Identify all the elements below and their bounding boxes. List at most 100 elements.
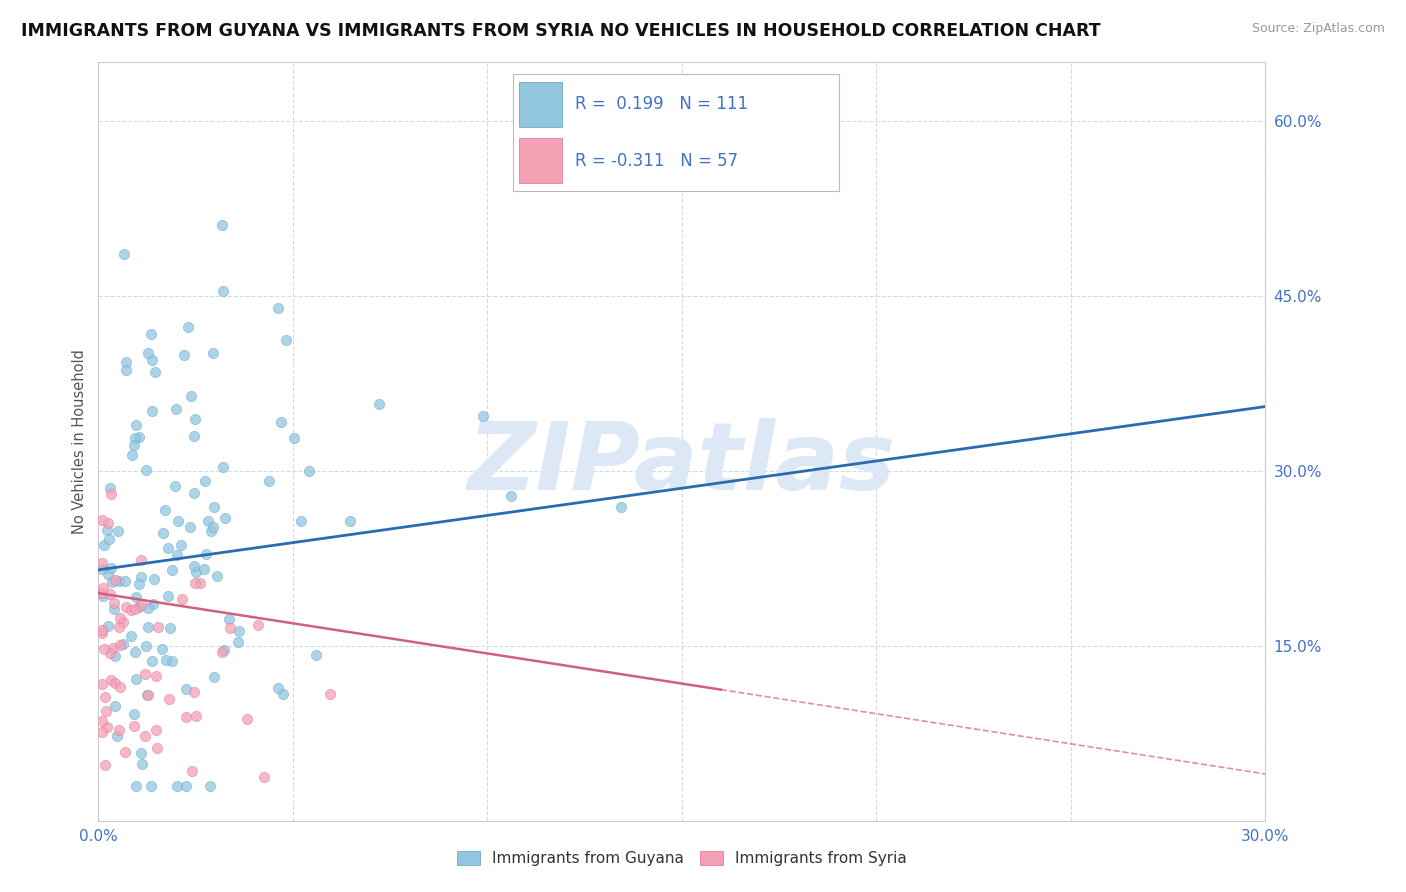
Point bbox=[142, 597, 165, 611]
Point bbox=[499, 489, 522, 503]
Point bbox=[146, 620, 169, 634]
Point bbox=[160, 563, 183, 577]
Point bbox=[174, 682, 197, 697]
Point bbox=[112, 615, 135, 630]
Point bbox=[157, 692, 180, 706]
Point bbox=[134, 729, 156, 743]
Point bbox=[170, 538, 193, 552]
Point bbox=[122, 438, 145, 452]
Point bbox=[120, 629, 142, 643]
Point bbox=[183, 429, 205, 443]
Point bbox=[339, 514, 361, 528]
Point bbox=[91, 590, 114, 604]
Point bbox=[236, 712, 259, 726]
Point bbox=[228, 624, 250, 639]
Point bbox=[124, 602, 146, 616]
Point bbox=[124, 645, 146, 659]
Point bbox=[305, 648, 328, 662]
Point bbox=[184, 709, 207, 723]
Point bbox=[202, 670, 225, 684]
Point bbox=[181, 764, 204, 778]
Point bbox=[319, 687, 342, 701]
Point bbox=[266, 301, 288, 316]
Point bbox=[160, 654, 183, 668]
Point bbox=[211, 219, 233, 233]
Point bbox=[202, 500, 225, 514]
Point bbox=[134, 666, 156, 681]
Point bbox=[98, 586, 121, 600]
Point bbox=[114, 574, 136, 589]
Point bbox=[139, 327, 162, 342]
Point bbox=[103, 601, 125, 615]
Point bbox=[159, 621, 181, 635]
Point bbox=[218, 622, 240, 636]
Point bbox=[267, 681, 290, 695]
Point bbox=[193, 562, 215, 576]
Point bbox=[103, 699, 125, 714]
Point bbox=[201, 346, 224, 360]
Point bbox=[131, 757, 153, 772]
Point bbox=[121, 449, 143, 463]
Point bbox=[98, 533, 121, 547]
Point bbox=[205, 568, 228, 582]
Point bbox=[177, 320, 200, 334]
Point bbox=[98, 646, 121, 660]
Point bbox=[91, 556, 114, 570]
Point bbox=[94, 704, 117, 718]
Y-axis label: No Vehicles in Household: No Vehicles in Household bbox=[72, 349, 87, 534]
Point bbox=[153, 503, 176, 517]
Point bbox=[128, 600, 150, 615]
Point bbox=[112, 246, 135, 260]
Point bbox=[100, 487, 122, 501]
Point bbox=[110, 639, 132, 653]
Point bbox=[108, 680, 131, 694]
Point bbox=[186, 565, 208, 579]
Point bbox=[257, 474, 280, 488]
Point bbox=[101, 574, 124, 589]
Point bbox=[100, 673, 122, 688]
Point bbox=[271, 687, 294, 701]
Point bbox=[105, 729, 128, 743]
Point bbox=[163, 479, 186, 493]
Point bbox=[129, 552, 152, 566]
Point bbox=[104, 675, 127, 690]
Point bbox=[139, 779, 162, 793]
Point bbox=[136, 620, 159, 634]
Point bbox=[179, 520, 201, 534]
Point bbox=[129, 570, 152, 584]
Point bbox=[368, 396, 391, 410]
Point bbox=[112, 637, 135, 651]
Point bbox=[166, 548, 188, 562]
Point bbox=[91, 624, 114, 638]
Point bbox=[91, 714, 114, 728]
Point bbox=[108, 723, 131, 737]
Point bbox=[131, 747, 153, 761]
Point bbox=[114, 600, 136, 615]
Point bbox=[145, 723, 167, 737]
Point bbox=[125, 418, 148, 433]
Point bbox=[97, 516, 120, 530]
Point bbox=[184, 411, 207, 425]
Point bbox=[141, 654, 163, 668]
Point bbox=[150, 642, 173, 657]
Point bbox=[200, 524, 222, 538]
Point bbox=[211, 645, 233, 659]
Point bbox=[135, 463, 157, 477]
Point bbox=[165, 401, 187, 416]
Point bbox=[100, 561, 122, 575]
Text: Source: ZipAtlas.com: Source: ZipAtlas.com bbox=[1251, 22, 1385, 36]
Point bbox=[183, 558, 205, 573]
Point bbox=[270, 415, 292, 429]
Point bbox=[174, 779, 197, 793]
Point bbox=[198, 779, 221, 793]
Point bbox=[114, 745, 136, 759]
Point bbox=[114, 362, 136, 376]
Point bbox=[155, 653, 177, 667]
Point bbox=[125, 590, 148, 604]
Legend: Immigrants from Guyana, Immigrants from Syria: Immigrants from Guyana, Immigrants from … bbox=[450, 843, 914, 873]
Point bbox=[122, 707, 145, 722]
Point bbox=[120, 603, 142, 617]
Point bbox=[129, 599, 152, 613]
Point bbox=[157, 541, 180, 556]
Point bbox=[298, 464, 321, 478]
